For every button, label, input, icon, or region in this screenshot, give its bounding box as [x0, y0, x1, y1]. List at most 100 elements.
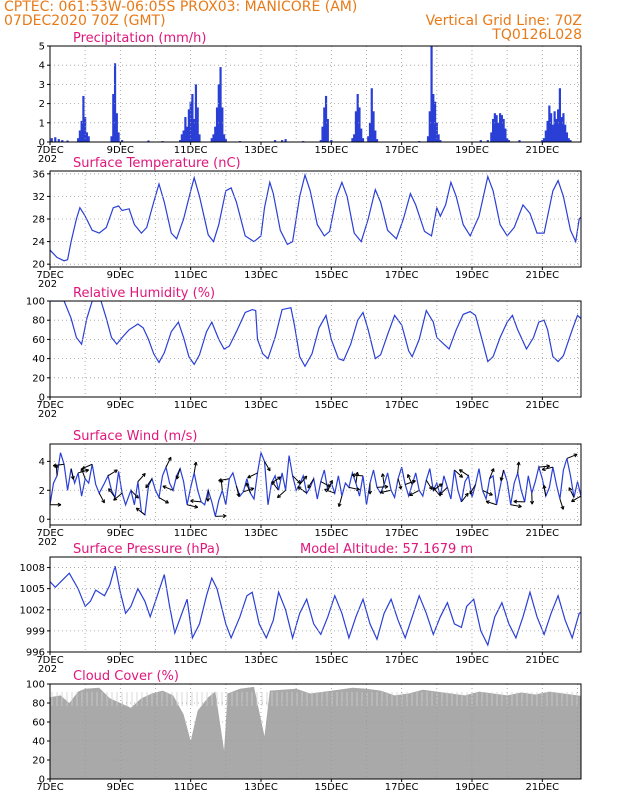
- precip-bar: [186, 126, 189, 142]
- y-tick-label: 0: [39, 138, 45, 149]
- precip-bar: [273, 140, 277, 142]
- precip-bar: [112, 94, 115, 142]
- wind-vector-head: [499, 477, 504, 482]
- precip-bar: [367, 136, 370, 142]
- wind-vector-head: [277, 476, 282, 481]
- precip-bar: [113, 63, 117, 142]
- precip-bar: [428, 111, 431, 142]
- wind-vector: [264, 461, 271, 472]
- x-tick-label: 19DEC: [455, 145, 489, 156]
- wind-vector-head: [530, 500, 535, 505]
- x-tick-label: 11DEC: [174, 145, 208, 156]
- precip-bar: [215, 107, 219, 142]
- precip-bar: [370, 88, 373, 142]
- x-tick-label: 19DEC: [455, 400, 489, 411]
- wind-vector-head: [52, 463, 57, 468]
- precip-bar: [222, 134, 226, 142]
- wind-vector-head: [145, 484, 150, 489]
- wind-vector-head: [175, 475, 180, 480]
- y-tick-label: 60: [32, 718, 45, 729]
- precip-bar: [437, 134, 440, 142]
- wind-vector: [382, 473, 385, 485]
- wind-vector: [70, 468, 74, 480]
- y-tick-label: 5: [39, 42, 45, 53]
- cloud-cover-area: [50, 686, 581, 779]
- wind-vector: [543, 485, 547, 497]
- precip-bar: [354, 111, 358, 142]
- precip-bar: [550, 113, 553, 142]
- wind-vector-head: [568, 487, 573, 492]
- panel-5: 0 20 40 60 80 100 7DEC 9DEC 11DEC 13DEC 15DEC 17DEC…: [26, 669, 582, 793]
- wind-vector-head: [167, 456, 172, 461]
- precip-bar: [77, 138, 80, 142]
- precip-bar: [319, 140, 322, 142]
- wind-vector-head: [469, 490, 474, 495]
- wind-vector-head: [591, 518, 594, 521]
- wind-vector-head: [247, 474, 252, 479]
- precip-bar: [182, 130, 185, 142]
- wind-vector: [107, 469, 118, 477]
- wind-vector-head: [271, 481, 276, 486]
- wind-vector: [425, 479, 433, 490]
- precip-bar: [212, 134, 215, 142]
- year-stub: 202: [38, 279, 57, 290]
- wind-vector: [588, 512, 594, 521]
- precip-bar: [351, 138, 354, 142]
- x-tick-label: 13DEC: [244, 528, 278, 539]
- precip-bar: [504, 128, 507, 142]
- precip-bar: [189, 101, 192, 142]
- wind-vector-head: [411, 479, 416, 484]
- panel-title: Relative Humidity (%): [73, 286, 215, 301]
- y-tick-label: 1008: [20, 563, 45, 574]
- x-tick-label: 9DEC: [107, 145, 134, 156]
- wind-vector-head: [546, 464, 551, 469]
- precip-bar: [82, 95, 85, 142]
- wind-vector-head: [428, 485, 433, 490]
- wind-vector: [461, 492, 469, 503]
- series-line-1: [50, 172, 581, 262]
- panel-title: Surface Pressure (hPa): [73, 542, 220, 557]
- wind-vector-head: [57, 502, 62, 507]
- x-tick-label: 9DEC: [107, 655, 134, 666]
- wind-vector: [397, 478, 402, 490]
- x-tick-label: 19DEC: [455, 528, 489, 539]
- x-tick-label: 7DEC: [36, 145, 63, 156]
- precip-bar: [548, 105, 551, 142]
- precip-bar: [497, 122, 500, 142]
- precip-bar: [565, 132, 569, 142]
- y-tick-label: 0: [39, 775, 45, 786]
- precip-bar: [284, 139, 287, 142]
- precip-bar: [551, 124, 554, 142]
- x-tick-label: 9DEC: [107, 528, 134, 539]
- precip-bar: [330, 140, 333, 142]
- wind-vector: [271, 481, 279, 491]
- wind-vector: [130, 489, 139, 499]
- y-tick-label: 20: [32, 756, 45, 767]
- wind-vector: [245, 482, 251, 494]
- precip-bar: [374, 130, 377, 142]
- wind-vector-head: [337, 503, 342, 507]
- wind-vector: [459, 469, 469, 477]
- series-line-4: [50, 565, 581, 647]
- precip-bar: [375, 139, 379, 142]
- precip-bar: [217, 84, 220, 142]
- precip-bar: [560, 117, 563, 142]
- x-tick-label: 15DEC: [314, 655, 348, 666]
- x-tick-label: 13DEC: [244, 782, 278, 793]
- y-tick-label: 0: [39, 515, 45, 526]
- x-tick-label: 7DEC: [36, 782, 63, 793]
- y-tick-label: 80: [32, 316, 45, 327]
- wind-vector: [190, 500, 202, 503]
- precip-bar: [490, 132, 493, 142]
- x-tick-label: 15DEC: [314, 270, 348, 281]
- wind-vector-head: [303, 475, 308, 480]
- x-tick-label: 17DEC: [385, 528, 419, 539]
- wind-vector: [292, 475, 301, 484]
- series-line-3: [50, 450, 581, 517]
- y-tick-label: 32: [32, 192, 45, 203]
- precip-bar: [356, 94, 359, 142]
- wind-vector: [113, 492, 123, 501]
- wind-vector-head: [409, 492, 414, 496]
- wind-vector-head: [108, 488, 112, 493]
